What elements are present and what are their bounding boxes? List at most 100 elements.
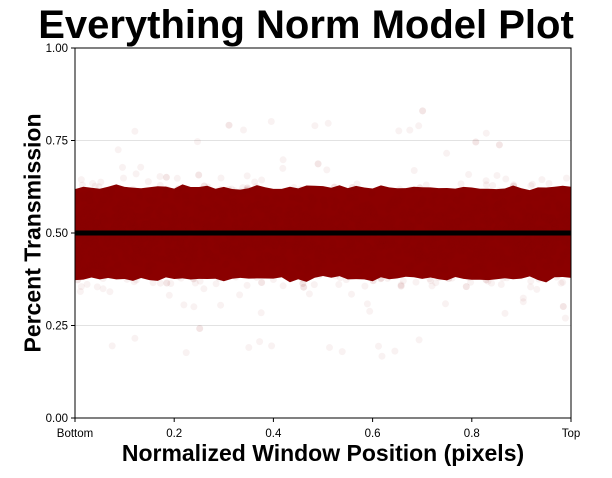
- data-point: [414, 254, 422, 262]
- data-point: [76, 246, 84, 254]
- data-point: [232, 241, 240, 249]
- data-point: [506, 218, 514, 225]
- data-point: [127, 208, 135, 216]
- x-tick-label: Bottom: [57, 428, 93, 440]
- data-point: [78, 181, 86, 189]
- data-point: [300, 235, 308, 243]
- data-point: [364, 260, 372, 268]
- data-point: [163, 236, 171, 244]
- data-point: [123, 201, 131, 209]
- data-point: [453, 224, 461, 232]
- data-point: [551, 218, 559, 226]
- data-point: [324, 119, 332, 127]
- data-point: [223, 194, 231, 202]
- data-point: [133, 213, 141, 221]
- data-point: [457, 207, 464, 215]
- data-point: [294, 235, 302, 242]
- data-point: [319, 217, 326, 225]
- data-point: [319, 242, 326, 250]
- data-point: [214, 219, 222, 227]
- data-point: [141, 234, 149, 242]
- data-point: [184, 272, 192, 279]
- data-point: [303, 200, 311, 208]
- data-point: [299, 251, 307, 259]
- data-point: [533, 209, 541, 217]
- data-point: [273, 223, 280, 230]
- data-point: [488, 252, 496, 260]
- data-point: [378, 239, 386, 247]
- data-point: [549, 248, 557, 256]
- data-point: [329, 215, 337, 223]
- data-point: [90, 223, 98, 231]
- data-point: [418, 210, 426, 217]
- data-point: [435, 234, 442, 242]
- data-point: [561, 236, 569, 244]
- data-point: [489, 242, 497, 250]
- data-point: [322, 247, 330, 255]
- data-point: [300, 239, 308, 247]
- data-point: [355, 234, 363, 242]
- data-point: [86, 191, 94, 199]
- data-point: [541, 213, 549, 221]
- data-point: [436, 212, 444, 219]
- data-point: [468, 216, 476, 223]
- data-point: [246, 235, 254, 243]
- data-point: [173, 196, 181, 204]
- data-point: [527, 253, 535, 261]
- data-point: [181, 208, 189, 216]
- data-point: [381, 215, 389, 223]
- data-point: [320, 213, 328, 221]
- data-point: [522, 217, 530, 225]
- data-point: [219, 223, 227, 231]
- y-axis-ticks: 0.000.250.500.751.00: [46, 43, 75, 425]
- data-point: [514, 248, 522, 256]
- data-point: [345, 261, 353, 268]
- data-point: [539, 252, 547, 259]
- data-point: [483, 251, 491, 259]
- data-point: [521, 247, 529, 255]
- data-point: [493, 217, 501, 225]
- data-point: [390, 195, 398, 203]
- data-point: [522, 249, 530, 257]
- data-point: [133, 247, 141, 254]
- data-point: [87, 250, 95, 258]
- data-point: [190, 250, 198, 257]
- data-point: [228, 185, 236, 193]
- data-point: [154, 218, 162, 226]
- data-point: [270, 220, 277, 228]
- data-point: [430, 239, 437, 247]
- data-point: [398, 212, 406, 220]
- data-point: [185, 246, 193, 254]
- data-point: [106, 195, 114, 203]
- data-point: [369, 208, 377, 216]
- data-point: [235, 253, 243, 261]
- data-point: [149, 234, 156, 242]
- data-point: [268, 213, 276, 221]
- data-point: [167, 217, 175, 225]
- data-point: [270, 208, 278, 216]
- data-point: [87, 196, 95, 204]
- data-point: [547, 264, 555, 272]
- data-point: [501, 260, 509, 268]
- data-point: [227, 233, 235, 241]
- data-point: [473, 263, 481, 271]
- data-point: [442, 223, 450, 231]
- data-point: [481, 198, 489, 206]
- data-point: [435, 246, 443, 254]
- data-point: [215, 204, 223, 212]
- data-point: [482, 177, 490, 185]
- data-point: [494, 224, 502, 232]
- data-point: [548, 214, 556, 222]
- data-point: [254, 194, 262, 202]
- data-point: [86, 234, 94, 242]
- data-point: [145, 265, 152, 273]
- data-point: [548, 248, 556, 256]
- data-point: [406, 126, 414, 134]
- data-point: [566, 207, 571, 215]
- data-point: [172, 218, 180, 225]
- data-point: [119, 198, 127, 206]
- data-point: [192, 202, 200, 210]
- data-point: [145, 206, 153, 214]
- data-point: [448, 242, 456, 250]
- data-point: [141, 221, 149, 229]
